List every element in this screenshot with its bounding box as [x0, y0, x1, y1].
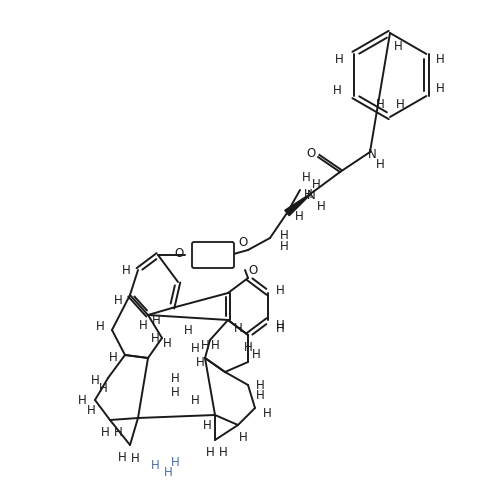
Text: H: H: [252, 348, 260, 361]
Text: H: H: [206, 446, 214, 459]
Text: N: N: [307, 189, 315, 202]
Text: H: H: [184, 324, 192, 337]
Text: H: H: [87, 403, 95, 416]
Text: H: H: [276, 322, 284, 335]
Text: H: H: [90, 374, 99, 386]
Text: H: H: [279, 229, 288, 242]
Text: H: H: [234, 322, 243, 335]
Text: H: H: [122, 263, 130, 276]
Text: O: O: [306, 146, 315, 159]
Text: H: H: [210, 339, 219, 352]
Text: H: H: [191, 393, 199, 406]
Text: H: H: [333, 84, 342, 97]
Text: H: H: [164, 466, 173, 479]
Text: H: H: [201, 339, 209, 352]
Text: H: H: [191, 342, 199, 355]
Text: H: H: [78, 393, 87, 406]
Text: H: H: [312, 177, 320, 191]
Text: H: H: [256, 388, 264, 401]
Text: H: H: [295, 210, 303, 223]
Text: H: H: [152, 314, 160, 327]
Text: H: H: [219, 446, 227, 459]
Text: H: H: [256, 378, 264, 391]
Text: H: H: [171, 456, 179, 469]
FancyBboxPatch shape: [192, 242, 234, 268]
Text: H: H: [151, 332, 159, 345]
Text: H: H: [304, 188, 312, 201]
Text: H: H: [436, 82, 445, 95]
Text: H: H: [99, 381, 107, 394]
Text: H: H: [335, 52, 344, 66]
Text: H: H: [171, 372, 179, 384]
Text: H: H: [316, 200, 325, 213]
Text: H: H: [151, 459, 159, 472]
Text: H: H: [96, 320, 104, 333]
Text: H: H: [302, 170, 311, 183]
Text: O: O: [174, 247, 184, 259]
Text: H: H: [109, 351, 118, 364]
Text: H: H: [114, 425, 122, 439]
Text: H: H: [276, 319, 284, 332]
Text: H: H: [131, 452, 139, 465]
Text: N: N: [367, 147, 376, 160]
Text: H: H: [171, 385, 179, 398]
Text: H: H: [279, 240, 288, 252]
Text: H: H: [396, 98, 404, 111]
Text: O: O: [248, 263, 258, 276]
Text: O: O: [238, 236, 248, 249]
Text: H: H: [101, 425, 109, 439]
Text: H: H: [262, 406, 271, 419]
Text: H: H: [376, 157, 384, 170]
Polygon shape: [285, 192, 313, 216]
Text: Abs: Abs: [202, 249, 224, 261]
Text: H: H: [394, 39, 402, 52]
Text: H: H: [239, 430, 247, 444]
Text: H: H: [276, 283, 284, 296]
Text: H: H: [243, 341, 252, 354]
Text: H: H: [139, 319, 147, 332]
Text: H: H: [114, 293, 122, 306]
Text: H: H: [163, 337, 172, 350]
Text: H: H: [203, 418, 211, 431]
Text: H: H: [376, 98, 384, 111]
Text: H: H: [118, 451, 126, 464]
Text: H: H: [436, 52, 445, 66]
Text: H: H: [196, 356, 205, 369]
